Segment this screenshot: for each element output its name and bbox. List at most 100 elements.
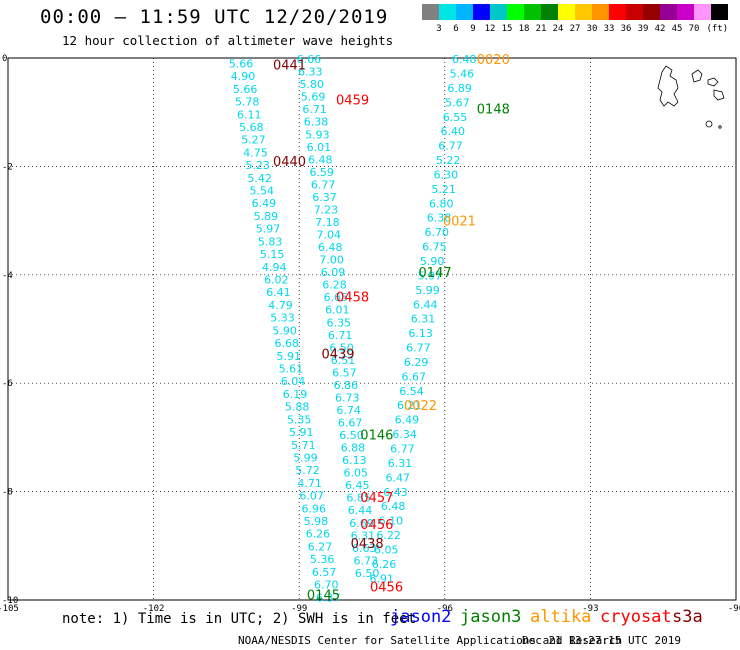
swh-value-label: 6.30 xyxy=(434,168,459,181)
map-grid xyxy=(8,58,736,600)
lat-tick-label: -10 xyxy=(2,596,18,606)
swh-value-label: 6.47 xyxy=(385,471,410,484)
swh-value-label: 5.99 xyxy=(293,451,318,464)
lat-tick-label: -4 xyxy=(2,271,13,281)
pass-time-label: 0147 xyxy=(419,266,452,281)
lat-tick-label: -8 xyxy=(2,488,13,498)
swh-value-label: 6.21 xyxy=(397,399,422,412)
colorbar-label: 12 xyxy=(484,24,496,34)
swh-value-label: 7.00 xyxy=(319,254,344,267)
colorbar-label: 27 xyxy=(569,24,581,34)
swh-value-label: 6.68 xyxy=(274,337,299,350)
pass-time-label: 0439 xyxy=(321,347,354,362)
lat-tick-label: -6 xyxy=(2,379,13,389)
colorbar-label: 18 xyxy=(518,24,530,34)
colorbar-label: (ft) xyxy=(706,24,729,34)
santiago-island-outline xyxy=(707,77,719,87)
swh-value-label: 6.89 xyxy=(447,82,472,95)
swh-value-label: 6.26 xyxy=(306,528,331,541)
colorbar-swatch xyxy=(609,4,626,20)
lon-tick-label: -99 xyxy=(291,604,307,614)
wave-height-tracks: 5.664.905.665.786.115.685.274.755.235.42… xyxy=(229,53,477,604)
swh-value-label: 6.70 xyxy=(424,226,449,239)
swh-value-label: 6.70 xyxy=(314,579,339,592)
swh-value-label: 5.46 xyxy=(450,68,475,81)
swh-value-label: 6.57 xyxy=(312,566,337,579)
swh-value-label: 5.90 xyxy=(420,255,445,268)
lon-tick-label: -90 xyxy=(728,604,740,614)
swh-value-label: 6.29 xyxy=(404,356,429,369)
swh-value-label: 5.35 xyxy=(287,413,312,426)
swh-value-label: 6.80 xyxy=(429,197,454,210)
san-cristobal-island-outline xyxy=(713,89,725,101)
swh-value-label: 5.54 xyxy=(250,185,275,198)
colorbar-label: 39 xyxy=(637,24,649,34)
colorbar-swatch xyxy=(592,4,609,20)
swh-value-label: 6.31 xyxy=(388,457,413,470)
pass-time-label: 0459 xyxy=(336,94,369,109)
colorbar-label: 21 xyxy=(535,24,547,34)
swh-value-label: 6.05 xyxy=(344,467,369,480)
swh-value-label: 6.35 xyxy=(326,316,351,329)
swh-value-label: 6.74 xyxy=(336,404,361,417)
swh-value-label: 5.97 xyxy=(256,223,281,236)
chart-title: 00:00 – 11:59 UTC 12/20/2019 xyxy=(40,6,389,28)
swh-value-label: 6.67 xyxy=(402,370,427,383)
swh-value-label: 4.90 xyxy=(231,70,256,83)
swh-value-label: 6.38 xyxy=(304,116,329,129)
colorbar-swatch xyxy=(558,4,575,20)
swh-value-label: 6.19 xyxy=(283,388,308,401)
swh-value-label: 6.09 xyxy=(321,266,346,279)
legend-entry: jason2 xyxy=(390,607,452,627)
swh-value-label: 6.51 xyxy=(331,354,356,367)
swh-value-label: 5.91 xyxy=(289,426,314,439)
credit-text: NOAA/NESDIS Center for Satellite Applica… xyxy=(238,634,623,647)
pass-time-label: 0146 xyxy=(360,429,393,444)
swh-value-label: 6.48 xyxy=(381,500,406,513)
espanola-island-outline xyxy=(705,120,713,128)
colorbar-swatch xyxy=(473,4,490,20)
swh-value-label: 6.44 xyxy=(413,298,438,311)
swh-value-label: 6.40 xyxy=(441,125,466,138)
swh-value-label: 6.31 xyxy=(411,313,436,326)
swh-value-label: 6.50 xyxy=(355,567,380,580)
swh-value-label: 6.69 xyxy=(349,517,374,530)
legend-entry: s3a xyxy=(672,607,703,627)
swh-value-label: 6.37 xyxy=(316,591,341,604)
swh-value-label: 5.80 xyxy=(299,78,324,91)
lat-tick-label: -2 xyxy=(2,162,13,172)
pass-time-label: 0148 xyxy=(477,102,510,117)
swh-value-label: 5.27 xyxy=(241,134,266,147)
swh-value-label: 6.13 xyxy=(342,454,367,467)
swh-value-label: 6.55 xyxy=(443,111,468,124)
footer-note: note: 1) Time is in UTC; 2) SWH is in fe… xyxy=(62,611,417,627)
swh-value-label: 6.37 xyxy=(312,191,337,204)
swh-value-label: 6.96 xyxy=(302,502,327,515)
swh-value-label: 6.13 xyxy=(408,327,433,340)
colorbar-label: 36 xyxy=(620,24,632,34)
swh-value-label: 6.27 xyxy=(308,540,333,553)
swh-value-label: 5.15 xyxy=(260,248,285,261)
swh-value-label: 4.79 xyxy=(268,299,293,312)
colorbar-swatch xyxy=(507,4,524,20)
swh-value-label: 6.04 xyxy=(281,375,306,388)
swh-value-label: 6.01 xyxy=(307,141,332,154)
swh-value-label: 5.69 xyxy=(301,91,326,104)
swh-value-label: 6.88 xyxy=(341,442,366,455)
pass-time-label: 0145 xyxy=(307,589,340,604)
swh-value-label: 5.66 xyxy=(229,57,254,70)
swh-value-label: 6.49 xyxy=(395,414,420,427)
colorbar-label: 15 xyxy=(501,24,513,34)
swh-value-label: 6.05 xyxy=(374,543,399,556)
chart-subtitle: 12 hour collection of altimeter wave hei… xyxy=(62,33,394,48)
swh-value-label: 6.66 xyxy=(297,53,322,66)
colorbar-swatch xyxy=(456,4,473,20)
colorbar-label: 24 xyxy=(552,24,564,34)
colorbar-label: 9 xyxy=(470,24,476,34)
swh-value-label: 6.01 xyxy=(325,304,350,317)
swh-value-label: 6.75 xyxy=(422,241,447,254)
colorbar-label: 70 xyxy=(688,24,700,34)
swh-value-label: 5.89 xyxy=(254,210,279,223)
legend-entry: jason3 xyxy=(460,607,522,627)
